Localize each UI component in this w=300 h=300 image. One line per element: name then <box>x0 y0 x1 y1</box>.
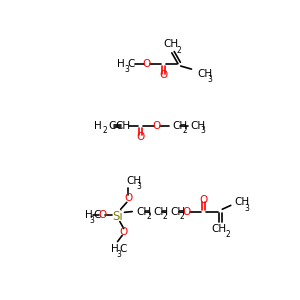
Text: H: H <box>111 244 119 254</box>
Text: Si: Si <box>112 211 123 224</box>
Text: CH: CH <box>198 69 213 79</box>
Text: 3: 3 <box>124 65 129 74</box>
Text: CH: CH <box>127 176 142 186</box>
Text: H: H <box>94 121 102 131</box>
Text: CH: CH <box>212 224 227 233</box>
Text: CH: CH <box>116 121 130 131</box>
Text: 2: 2 <box>163 212 168 221</box>
Text: C: C <box>127 59 134 70</box>
Text: 3: 3 <box>208 75 212 84</box>
Text: H: H <box>85 210 93 220</box>
Text: C: C <box>120 244 127 254</box>
Text: CH: CH <box>170 207 185 217</box>
Text: CH: CH <box>136 207 151 217</box>
Text: O: O <box>200 195 208 205</box>
Text: O: O <box>153 121 161 131</box>
Text: 2: 2 <box>182 127 187 136</box>
Text: O: O <box>124 194 133 203</box>
Text: 2: 2 <box>146 212 151 221</box>
Text: CH: CH <box>163 40 178 50</box>
Text: H: H <box>117 59 124 70</box>
Text: 2: 2 <box>102 127 107 136</box>
Text: 2: 2 <box>180 212 185 221</box>
Text: 3: 3 <box>244 204 250 213</box>
Text: C: C <box>94 210 101 220</box>
Text: CH: CH <box>235 197 250 207</box>
Text: CH: CH <box>153 207 168 217</box>
Text: 3: 3 <box>200 127 205 136</box>
Text: 3: 3 <box>137 182 142 191</box>
Text: O: O <box>136 132 145 142</box>
Text: 2: 2 <box>225 230 230 239</box>
Text: O: O <box>183 207 191 217</box>
Text: 3: 3 <box>116 250 121 259</box>
Text: O: O <box>160 70 168 80</box>
Text: C: C <box>108 121 116 131</box>
Text: 2: 2 <box>176 46 181 55</box>
Text: CH: CH <box>190 121 205 131</box>
Text: O: O <box>143 59 151 70</box>
Text: 3: 3 <box>90 216 95 225</box>
Text: CH: CH <box>172 121 188 131</box>
Text: O: O <box>120 227 128 237</box>
Text: O: O <box>98 210 106 220</box>
